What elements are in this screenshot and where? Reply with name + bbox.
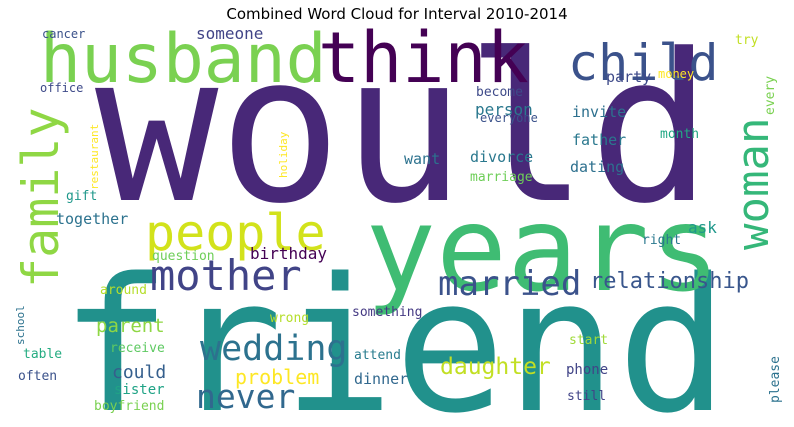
word-could: could — [112, 362, 166, 383]
word-invite: invite — [572, 103, 626, 121]
word-something: something — [352, 305, 422, 320]
word-daughter: daughter — [440, 354, 551, 380]
word-want: want — [404, 150, 440, 168]
word-holiday: holiday — [277, 131, 290, 178]
word-money: money — [658, 67, 694, 81]
word-someone: someone — [196, 24, 263, 43]
word-think: think — [318, 17, 529, 99]
word-woman: woman — [728, 118, 779, 250]
word-month: month — [660, 127, 699, 142]
word-child: child — [568, 34, 719, 92]
word-attend: attend — [354, 348, 401, 363]
word-ask: ask — [688, 218, 717, 237]
word-mother: mother — [150, 251, 302, 300]
word-start: start — [569, 333, 608, 348]
word-still: still — [567, 389, 606, 404]
word-problem: problem — [235, 365, 319, 389]
word-divorce: divorce — [470, 148, 533, 166]
word-never: never — [196, 377, 295, 416]
word-person: person — [475, 100, 533, 119]
word-sister: sister — [114, 382, 165, 398]
word-every: every — [763, 76, 778, 115]
word-party: party — [606, 68, 651, 86]
word-boyfriend: boyfriend — [94, 399, 164, 414]
word-father: father — [572, 131, 626, 149]
word-dinner: dinner — [354, 370, 408, 388]
word-family: family — [12, 107, 70, 288]
word-gift: gift — [66, 189, 97, 204]
word-phone: phone — [566, 362, 608, 378]
word-question: question — [152, 249, 215, 264]
word-everyone: everyone — [480, 111, 538, 125]
word-married: married — [438, 264, 581, 304]
word-office: office — [40, 81, 83, 95]
word-people: people — [145, 204, 326, 262]
word-school: school — [14, 305, 27, 345]
word-receive: receive — [110, 341, 165, 356]
word-dating: dating — [570, 158, 624, 176]
word-wedding: wedding — [200, 329, 348, 369]
word-husband: husband — [40, 20, 327, 99]
word-please: please — [768, 356, 783, 403]
word-table: table — [23, 347, 62, 362]
word-often: often — [18, 369, 57, 384]
word-would: would — [95, 11, 712, 249]
word-parent: parent — [96, 315, 165, 337]
word-cancer: cancer — [42, 27, 85, 41]
word-wrong: wrong — [270, 311, 309, 326]
word-try: try — [735, 33, 759, 48]
word-restaurant: restaurant — [88, 124, 101, 190]
word-right: right — [642, 233, 681, 248]
word-friend: friend — [60, 238, 728, 427]
word-become: become — [476, 85, 523, 100]
word-years: years — [365, 180, 720, 318]
word-relationship: relationship — [590, 269, 749, 294]
word-marriage: marriage — [470, 170, 533, 185]
word-together: together — [56, 210, 128, 228]
word-birthday: birthday — [250, 244, 327, 263]
chart-title: Combined Word Cloud for Interval 2010-20… — [226, 5, 568, 23]
word-around: around — [100, 283, 147, 298]
